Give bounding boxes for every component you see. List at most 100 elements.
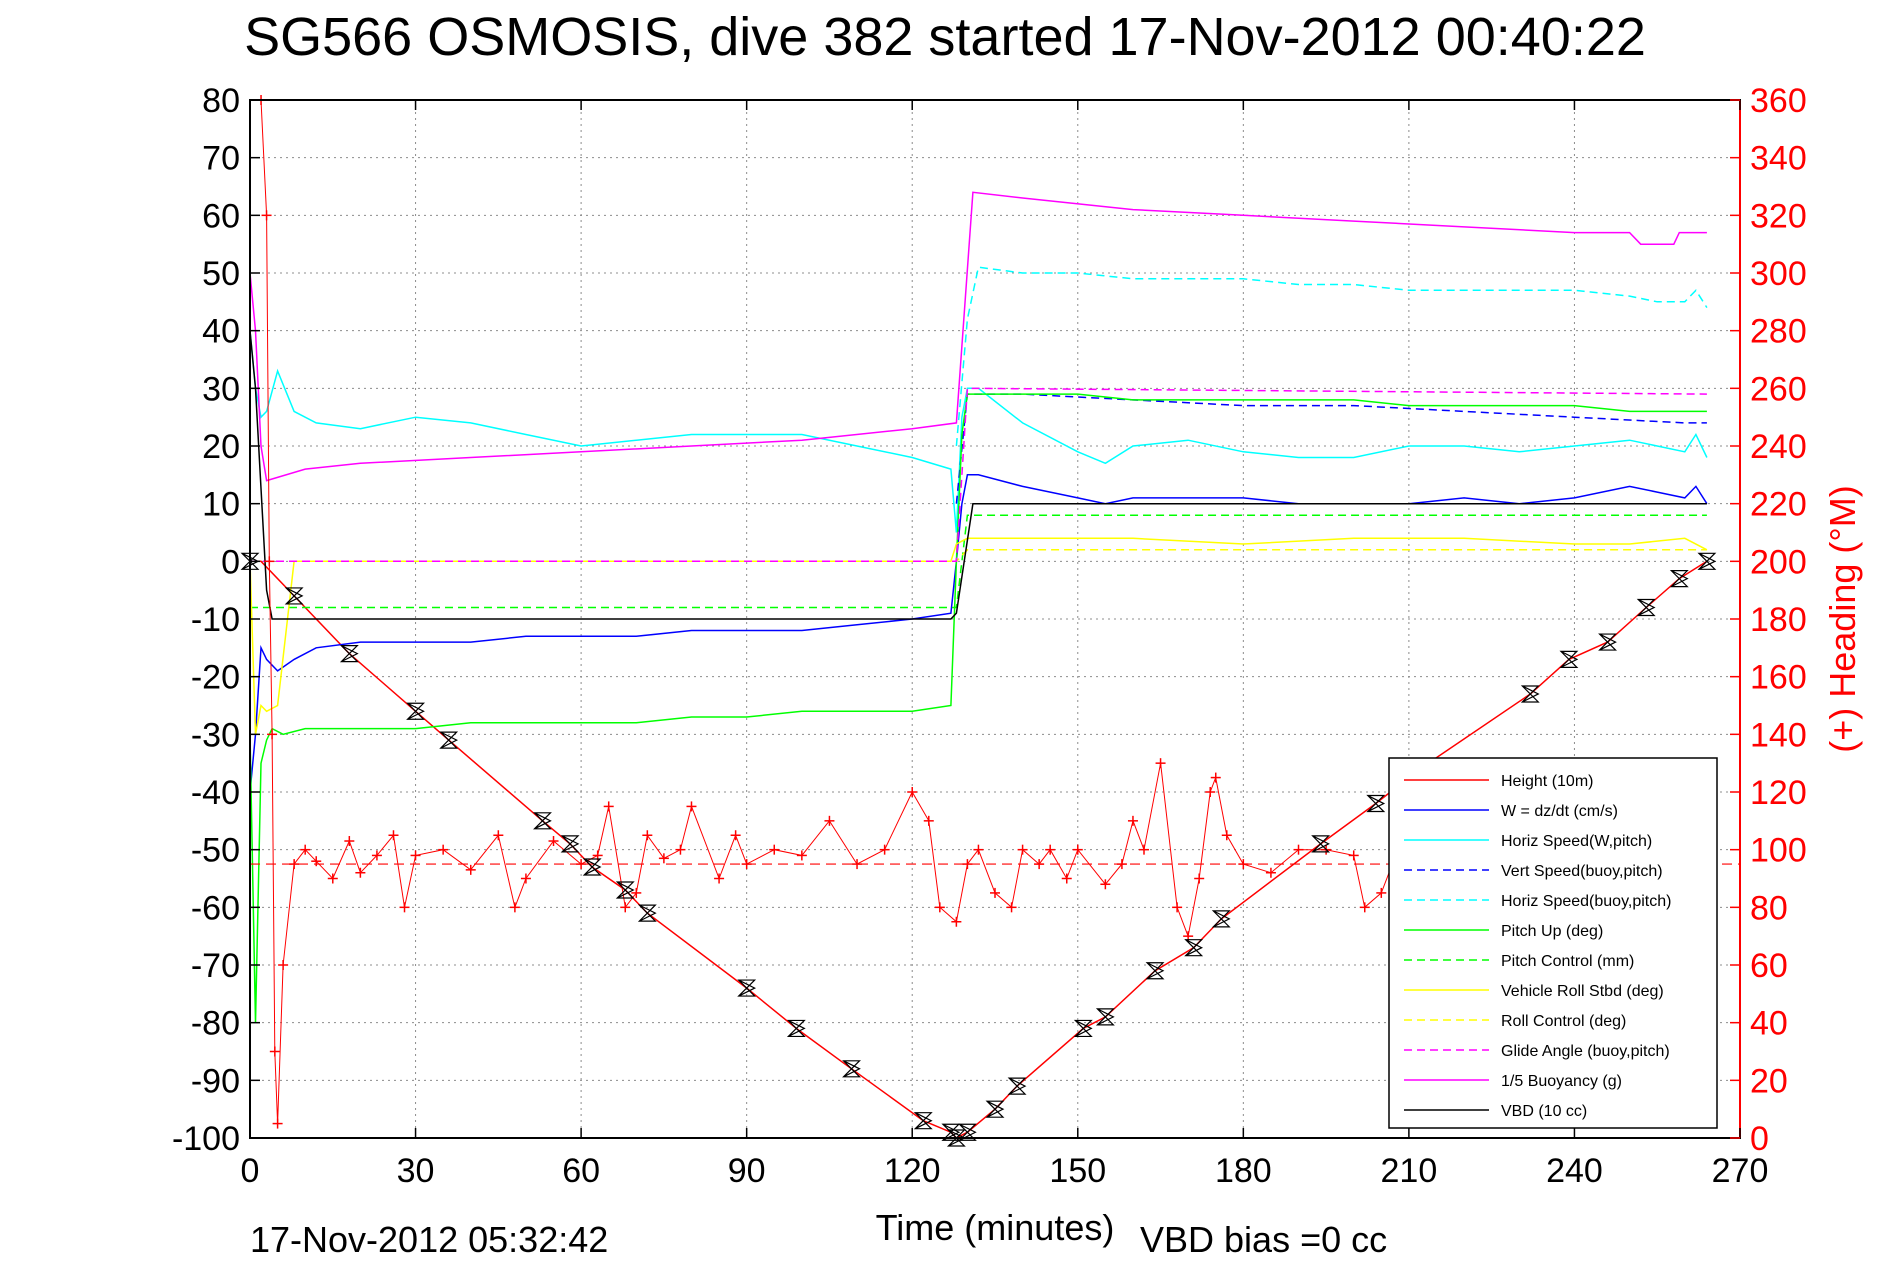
legend-label: Vert Speed(buoy,pitch) — [1501, 863, 1663, 880]
legend-label: Pitch Control (mm) — [1501, 953, 1634, 970]
heading-point — [465, 864, 476, 875]
x-tick-label: 120 — [884, 1152, 941, 1190]
heading-point — [272, 1118, 283, 1129]
heading-point — [686, 801, 697, 812]
y2-tick-label: 0 — [1750, 1120, 1769, 1158]
height-marker — [560, 835, 580, 853]
heading-point — [642, 830, 653, 841]
y-tick-label: 20 — [202, 428, 240, 466]
heading-point — [261, 210, 272, 221]
height-marker — [439, 731, 459, 749]
y2-tick-label: 40 — [1750, 1005, 1788, 1043]
heading-point — [278, 960, 289, 970]
chart-title: SG566 OSMOSIS, dive 382 started 17-Nov-2… — [244, 7, 1646, 67]
y2-tick-label: 240 — [1750, 428, 1807, 466]
series-pitch-control-mm — [250, 514, 1707, 609]
heading-point — [1293, 844, 1304, 855]
x-tick-label: 240 — [1546, 1152, 1603, 1190]
heading-point — [355, 867, 366, 878]
heading-point — [1017, 844, 1028, 855]
y2-tick-label: 280 — [1750, 313, 1807, 351]
legend-label: W = dz/dt (cm/s) — [1501, 803, 1618, 820]
heading-point — [327, 873, 338, 884]
y-tick-label: -80 — [191, 1005, 240, 1043]
height-marker — [533, 812, 552, 830]
x-axis-ticks: 0 30 60 90 120 150 180 210 240 270 — [241, 100, 1768, 1190]
legend-box — [1388, 757, 1718, 1129]
series-vbd-10-cc — [249, 330, 1707, 620]
heading-point — [824, 815, 835, 826]
legend-label: Height (10m) — [1501, 773, 1593, 790]
height-marker — [842, 1060, 861, 1078]
x-tick-label: 150 — [1049, 1152, 1106, 1190]
height-marker — [637, 904, 657, 922]
height-marker — [615, 881, 635, 899]
x-tick-label: 60 — [562, 1152, 600, 1190]
heading-point — [907, 787, 918, 797]
heading-point — [548, 836, 559, 847]
legend: Height (10m) W = dz/dt (cm/s) Horiz Speed(… — [1388, 757, 1718, 1129]
legend-label: Vehicle Roll Stbd (deg) — [1501, 983, 1664, 1000]
x-tick-label: 90 — [728, 1152, 766, 1190]
y-tick-label: -10 — [191, 601, 240, 639]
heading-point — [1359, 902, 1370, 913]
height-marker — [786, 1019, 806, 1038]
y-tick-label: 60 — [202, 197, 240, 235]
series-1-5-buoyancy-g — [249, 191, 1707, 482]
heading-point — [675, 844, 686, 855]
x-axis-label: Time (minutes) — [876, 1207, 1115, 1248]
series-glide-angle-buoy-pitch — [250, 387, 1707, 563]
heading-point — [879, 844, 890, 855]
series-w-dz-dt-cm-s — [249, 474, 1708, 793]
y2-tick-label: 340 — [1750, 140, 1807, 178]
y2-tick-label: 100 — [1750, 832, 1807, 870]
legend-label: 1/5 Buoyancy (g) — [1501, 1073, 1622, 1090]
y2-tick-label: 360 — [1750, 82, 1807, 120]
height-marker — [339, 645, 359, 663]
heading-point — [658, 853, 669, 864]
legend-label: Roll Control (deg) — [1501, 1013, 1626, 1030]
heading-point — [520, 873, 531, 884]
height-marker — [1697, 552, 1717, 570]
heading-point — [730, 830, 741, 841]
heading-point — [1376, 887, 1387, 898]
footer-vbd-bias: VBD bias =0 cc — [1140, 1219, 1387, 1260]
heading-point — [990, 887, 1000, 898]
height-marker — [1366, 794, 1386, 813]
heading-point — [973, 844, 984, 855]
height-marker — [985, 1100, 1005, 1118]
height-markers — [240, 552, 1717, 1147]
y2-axis-label: (+) Heading (°M) — [1822, 485, 1863, 752]
height-marker — [1145, 962, 1165, 980]
y2-tick-label: 120 — [1750, 774, 1807, 812]
legend-label: Horiz Speed(buoy,pitch) — [1501, 893, 1671, 910]
height-marker — [1669, 570, 1689, 588]
y-tick-label: 30 — [202, 370, 240, 408]
legend-label: VBD (10 cc) — [1501, 1103, 1587, 1120]
y-tick-label: 40 — [202, 313, 240, 351]
heading-point — [603, 801, 614, 812]
y2-tick-label: 80 — [1750, 889, 1788, 927]
height-marker — [1095, 1008, 1115, 1026]
heading-point — [1265, 867, 1276, 878]
height-marker — [406, 702, 426, 720]
x-tick-label: 0 — [241, 1152, 260, 1190]
heading-point — [410, 850, 421, 861]
y-tick-label: 50 — [202, 255, 240, 293]
height-marker — [1520, 685, 1540, 703]
height-marker — [1211, 910, 1231, 928]
height-marker — [284, 587, 304, 605]
series-pitch-up-deg — [249, 393, 1707, 1023]
y2-tick-label: 160 — [1750, 659, 1807, 697]
height-marker — [1184, 939, 1204, 957]
heading-point — [1348, 850, 1359, 861]
y2-tick-label: 180 — [1750, 601, 1807, 639]
heading-point — [1072, 844, 1083, 855]
heading-point — [267, 729, 278, 740]
height-marker — [582, 858, 602, 876]
y-tick-label: 10 — [202, 486, 240, 524]
heading-point — [923, 815, 934, 826]
heading-point — [300, 844, 311, 855]
y-tick-label: -90 — [191, 1062, 240, 1100]
height-marker — [1598, 633, 1618, 651]
